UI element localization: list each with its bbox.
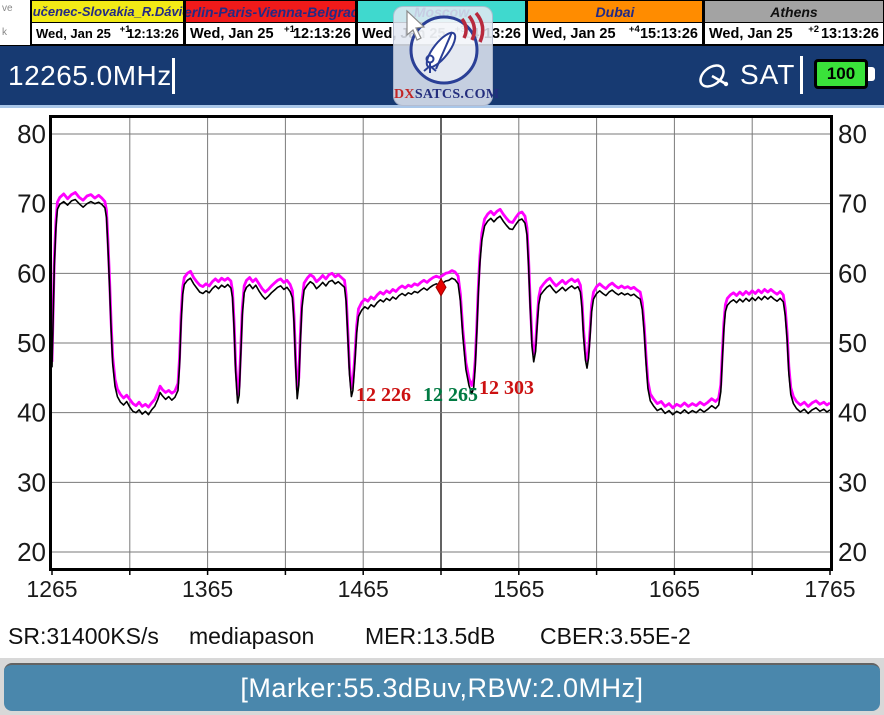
city-cell-athens: Athens [703,0,884,23]
edge-fragment-text: k [2,27,7,38]
y-axis-tick-label: 40 [838,398,867,428]
utc-offset: +1 [284,24,295,35]
utc-offset: +2 [808,24,820,35]
marker-status-text: [Marker:55.3dBuv,RBW:2.0MHz] [240,672,644,703]
date-label: Wed, Jan 25 [190,25,274,42]
provider-name: mediapason [189,623,315,649]
x-axis-tick-label: 1365 [182,576,233,602]
text-cursor [172,58,175,94]
city-label: Dubai [595,3,635,20]
y-axis-tick-label: 80 [17,119,46,149]
y-axis-tick-label: 40 [17,398,46,428]
sat-indicator-label: SAT [740,59,796,90]
y-axis-tick-label: 80 [838,119,867,149]
battery-indicator: 100 [814,59,868,89]
y-axis-tick-label: 70 [17,189,46,219]
frequency-input[interactable]: 12265.0MHz [8,60,172,91]
battery-tip [868,67,875,81]
time-label: 12:13:26 [292,25,351,42]
dxsatcs-logo: DXSATCS.COM [393,6,499,106]
time-label: 13:13:26 [820,25,879,42]
marker-status-bar: [Marker:55.3dBuv,RBW:2.0MHz] [4,663,880,711]
date-label: Wed, Jan 25 [709,25,793,42]
mouse-cursor-icon [406,9,426,41]
transponder-frequency-label: 12 226 [356,384,411,406]
time-cell-berlin: Wed, Jan 25 +1 12:13:26 [184,23,356,45]
y-axis-tick-label: 50 [838,328,867,358]
y-axis-tick-label: 60 [17,258,46,288]
page-edge-fragment: ve k [0,0,30,45]
y-axis-tick-label: 60 [838,258,867,288]
y-axis-tick-label: 30 [17,467,46,497]
city-label: Lučenec-Slovakia_R.Dávid [30,4,184,19]
date-label: Wed, Jan 25 [532,25,616,42]
y-axis-tick-label: 20 [838,537,867,567]
x-axis-tick-label: 1265 [26,576,77,602]
logo-figure [425,54,435,64]
x-axis-tick-label: 1465 [338,576,389,602]
logo-text-dx: DX [394,87,415,102]
logo-graphic [406,9,485,85]
city-name-row: Lučenec-Slovakia_R.Dávid Berlin-Paris-Vi… [30,0,884,23]
signal-arc-icon [460,17,468,39]
live-trace [51,198,831,416]
cber-value: CBER:3.55E-2 [540,623,691,649]
time-cell-dubai: Wed, Jan 25 +4 15:13:26 [526,23,703,45]
marker-diamond [435,277,447,297]
logo-text-rest: SATCS.COM [414,87,500,102]
satellite-dish-icon [699,64,729,88]
transponder-frequency-label: 12 265 [423,384,478,406]
separator-bar [800,56,803,94]
time-cell-lucenec: Wed, Jan 25 +1 12:13:26 [30,23,184,45]
signal-arc-icon [474,11,485,43]
x-axis-tick-label: 1565 [493,576,544,602]
city-cell-berlin: Berlin-Paris-Vienna-Belgrade [184,0,356,23]
y-axis-tick-label: 70 [838,189,867,219]
chart-background [0,110,884,613]
city-label: Athens [770,3,818,20]
y-axis-tick-label: 50 [17,328,46,358]
edge-fragment-text: ve [2,3,13,14]
logo-wordmark: DXSATCS.COM [394,87,499,103]
x-axis-tick-label: 1765 [804,576,855,602]
status-row: [Marker:55.3dBuv,RBW:2.0MHz] [0,658,884,715]
utc-offset: +1 [119,24,131,35]
x-axis-tick-label: 1665 [649,576,700,602]
transponder-frequency-label: 12 303 [479,377,534,399]
utc-offset: +4 [628,24,640,35]
mer-value: MER:13.5dB [365,623,496,649]
signal-arc-icon [467,14,477,41]
signal-info-row: SR:31400KS/s mediapason MER:13.5dB CBER:… [0,621,884,653]
y-axis-tick-label: 30 [838,467,867,497]
city-cell-lucenec: Lučenec-Slovakia_R.Dávid [30,0,184,23]
city-label: Berlin-Paris-Vienna-Belgrade [184,3,355,20]
spectrum-chart[interactable]: 12 226 12 265 12 303 80 80 70 70 60 60 50 50 40 40 30… [0,110,884,613]
symbol-rate-value: SR:31400KS/s [8,623,159,649]
time-cell-athens: Wed, Jan 25 +2 13:13:26 [703,23,884,45]
time-label: 12:13:26 [126,26,179,41]
date-label: Wed, Jan 25 [36,26,111,41]
city-cell-dubai: Dubai [526,0,703,23]
time-label: 15:13:26 [639,25,698,42]
y-axis-tick-label: 20 [17,537,46,567]
